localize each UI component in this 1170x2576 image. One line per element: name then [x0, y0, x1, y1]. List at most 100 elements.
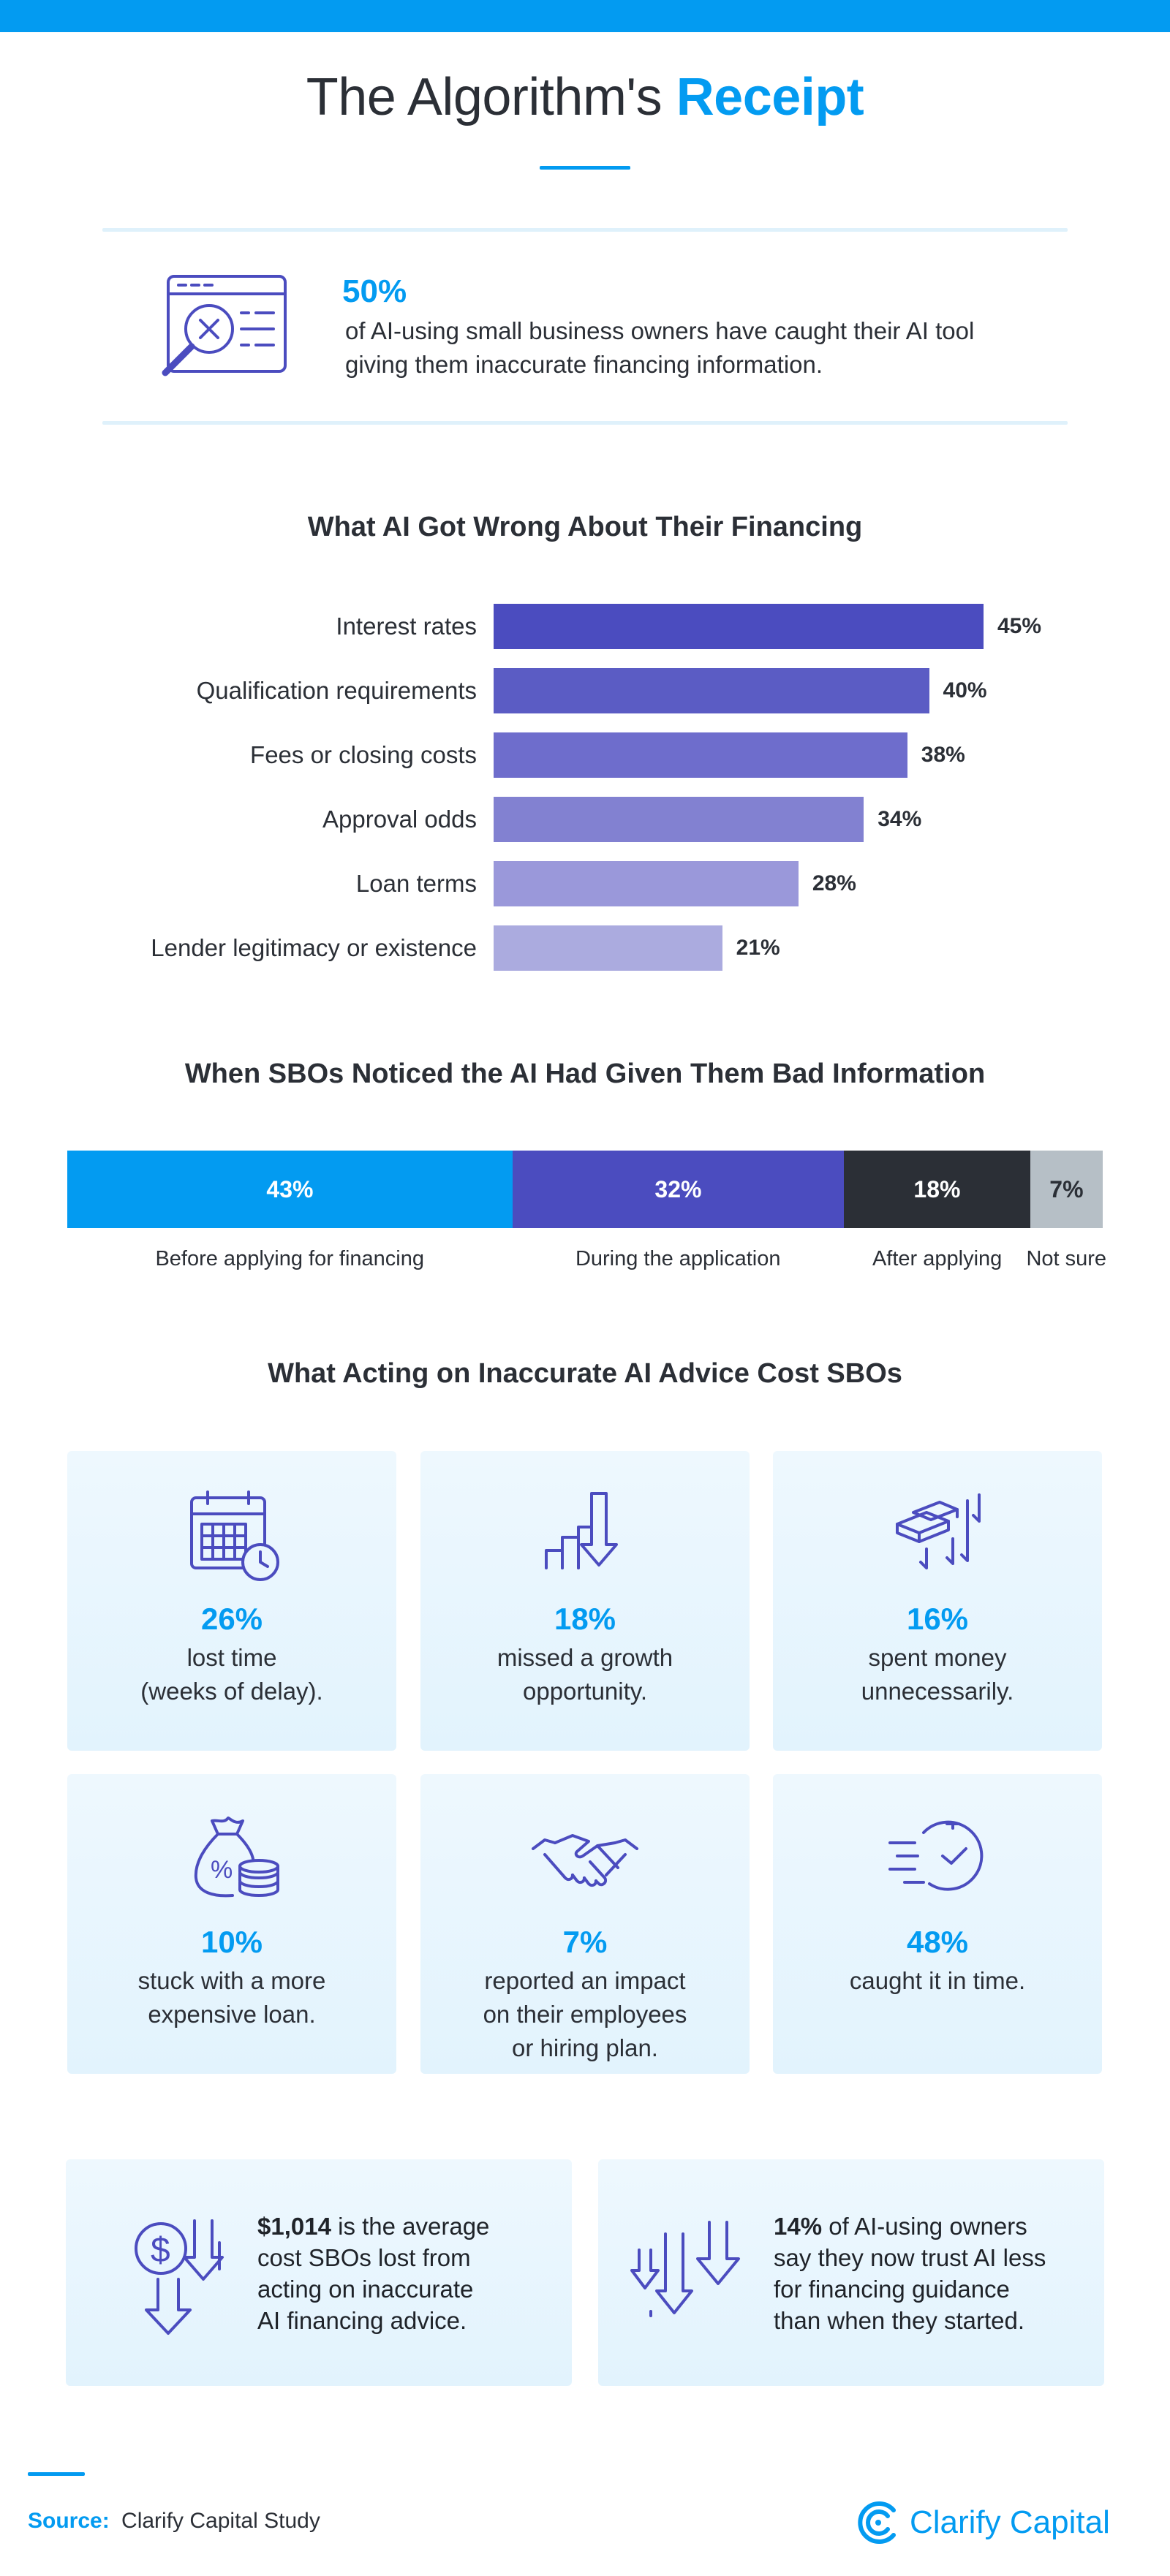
bar-value-label: 34% [878, 807, 922, 831]
bar-category-label: Loan terms [355, 870, 477, 897]
stack-category-label: During the application [575, 1247, 781, 1270]
cost-card-expensive-loan: % 10% stuck with a more expensive loan. [67, 1774, 396, 2074]
clarify-capital-logo-icon [858, 2501, 896, 2544]
bar [494, 797, 864, 842]
fact-highlight: 14% [774, 2213, 823, 2240]
bar-value-label: 45% [997, 614, 1042, 638]
fact-line: for financing guidance [774, 2276, 1010, 2303]
fact-text: $1,014 is the average cost SBOs lost fro… [257, 2211, 489, 2336]
cost-text-line: stuck with a more [137, 1967, 326, 1994]
cost-percent: 18% [554, 1602, 616, 1636]
fact-average-cost: $ $1,014 is the average cost SBOs lost f… [66, 2159, 572, 2386]
cost-text-line: or hiring plan. [512, 2034, 658, 2061]
fast-clock-icon [888, 1820, 984, 1891]
hero-bottom-rule [102, 421, 1068, 425]
fact-line-text: of AI-using owners [822, 2213, 1027, 2240]
bar-chart-down-arrow-icon [545, 1492, 618, 1569]
stack-segment: 32% [512, 1151, 844, 1228]
down-arrows-icon [630, 2221, 740, 2317]
bar [494, 604, 984, 649]
title-accent: Receipt [676, 68, 864, 126]
bar-category-label: Fees or closing costs [250, 741, 477, 768]
cost-card-employees: 7% reported an impact on their employees… [420, 1774, 750, 2074]
handshake-icon [532, 1834, 638, 1887]
svg-text:$: $ [151, 2231, 170, 2270]
page-title: The Algorithm's Receipt [0, 67, 1170, 127]
fact-line: acting on inaccurate [257, 2276, 474, 2303]
cost-text: spent money unnecessarily. [788, 1641, 1087, 1708]
fact-text: 14% of AI-using owners say they now trus… [774, 2211, 1046, 2336]
bar [494, 668, 929, 713]
hero-percent: 50% [342, 273, 407, 309]
cost-card-spent-money: 16% spent money unnecessarily. [773, 1451, 1102, 1751]
cost-text: missed a growth opportunity. [435, 1641, 735, 1708]
calendar-clock-icon [190, 1490, 279, 1581]
cost-card-lost-time: 26% lost time (weeks of delay). [67, 1451, 396, 1751]
brand-name: Clarify Capital [910, 2504, 1110, 2540]
title-prefix: The Algorithm's [306, 68, 663, 126]
dollar-down-arrows-icon: $ [135, 2219, 224, 2335]
cost-text-line: on their employees [483, 2001, 687, 2028]
stack-segment: 7% [1030, 1151, 1103, 1228]
bar-category-label: Approval odds [322, 806, 477, 833]
title-underline [540, 166, 630, 170]
bar [494, 861, 799, 906]
top-accent-bar [0, 0, 1170, 32]
timing-chart-title: When SBOs Noticed the AI Had Given Them … [184, 1058, 986, 1089]
magnifier-on-document-icon [162, 275, 287, 376]
stack-segment: 18% [844, 1151, 1030, 1228]
hero-top-rule [102, 228, 1068, 232]
fact-line: $1,014 is the average [257, 2211, 489, 2242]
fact-line: than when they started. [774, 2307, 1025, 2334]
cost-text: stuck with a more expensive loan. [82, 1964, 382, 2031]
bar-value-label: 28% [812, 871, 856, 895]
cost-card-caught-in-time: 48% caught it in time. [773, 1774, 1102, 2074]
cost-text-line: (weeks of delay). [140, 1678, 323, 1705]
source-line: Source: Clarify Capital Study [28, 2509, 320, 2534]
cost-text-line: opportunity. [523, 1678, 647, 1705]
bar-value-label: 38% [921, 743, 965, 767]
bar-category-label: Qualification requirements [196, 677, 477, 704]
bar-category-label: Lender legitimacy or existence [151, 934, 477, 961]
fact-line-text: is the average [331, 2213, 490, 2240]
stack-category-label: Before applying for financing [155, 1247, 425, 1270]
svg-text:%: % [211, 1856, 233, 1884]
cost-percent: 26% [200, 1602, 263, 1636]
fact-line: 14% of AI-using owners [774, 2211, 1046, 2242]
cost-text: caught it in time. [788, 1964, 1087, 1998]
source-value: Clarify Capital Study [121, 2509, 320, 2533]
stack-category-label: After applying [872, 1247, 1003, 1270]
bar [494, 732, 907, 778]
errors-chart-title: What AI Got Wrong About Their Financing [307, 512, 863, 542]
bar-value-label: 21% [736, 936, 780, 960]
cost-text: reported an impact on their employees or… [435, 1964, 735, 2065]
cost-percent: 48% [906, 1925, 969, 1959]
hero-text: of AI-using small business owners have c… [345, 317, 975, 378]
footer-accent-line [28, 2472, 85, 2476]
money-bag-coins-icon: % [194, 1817, 279, 1898]
cost-text-line: reported an impact [484, 1967, 686, 1994]
cost-text-line: spent money [868, 1644, 1007, 1671]
fact-line: AI financing advice. [257, 2307, 467, 2334]
bar [494, 925, 722, 971]
cost-text-line: unnecessarily. [861, 1678, 1014, 1705]
source-key: Source: [28, 2509, 110, 2533]
fact-line: say they now trust AI less [774, 2244, 1046, 2271]
cost-text-line: expensive loan. [148, 2001, 316, 2028]
stack-category-label: Not sure [1026, 1247, 1107, 1270]
bar-category-label: Interest rates [336, 613, 477, 640]
cost-text: lost time (weeks of delay). [82, 1641, 382, 1708]
fact-trust-less: 14% of AI-using owners say they now trus… [598, 2159, 1104, 2386]
cost-text-line: lost time [186, 1644, 277, 1671]
costs-section-title: What Acting on Inaccurate AI Advice Cost… [268, 1358, 902, 1389]
stack-segment: 43% [67, 1151, 513, 1228]
money-stack-down-arrows-icon [896, 1493, 981, 1569]
brand-logo[interactable]: Clarify Capital [856, 2499, 1110, 2547]
bar-value-label: 40% [943, 678, 987, 702]
cost-text-line: missed a growth [497, 1644, 673, 1671]
cost-percent: 10% [200, 1925, 263, 1959]
cost-card-growth: 18% missed a growth opportunity. [420, 1451, 750, 1751]
cost-text-line: caught it in time. [849, 1967, 1026, 1994]
fact-highlight: $1,014 [257, 2213, 331, 2240]
fact-line: cost SBOs lost from [257, 2244, 471, 2271]
